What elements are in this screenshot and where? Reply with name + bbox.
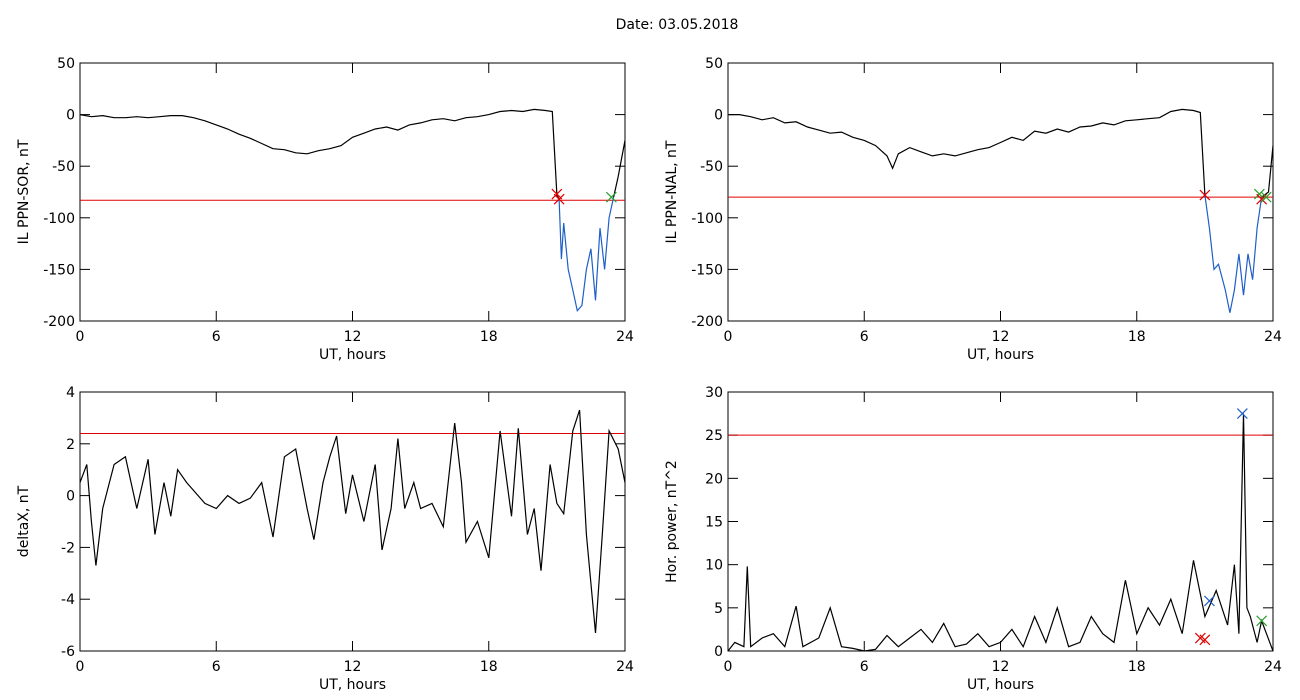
y-tick-label: 5 [714,601,723,617]
x-axis-label: UT, hours [319,347,386,363]
cross-marker [1236,408,1248,420]
y-tick-label: 0 [66,108,75,124]
plot-frame [727,62,1274,322]
plot-frame [79,391,626,652]
y-tick-label: -50 [700,159,723,175]
x-axis-label: UT, hours [319,677,386,693]
x-tick-label: 6 [860,659,869,675]
x-axis-label: UT, hours [967,677,1034,693]
y-axis-label: IL PPN-NAL, nT [664,140,680,243]
y-tick-label: -150 [691,262,723,278]
x-tick-label: 24 [1264,659,1282,675]
data-line [558,197,615,312]
x-tick-label: 6 [212,659,221,675]
x-tick-label: 0 [76,329,85,345]
y-tick-label: 50 [57,56,75,72]
x-tick-label: 18 [1128,329,1146,345]
cross-marker [605,191,617,203]
data-line [79,409,626,633]
data-line [1204,195,1263,313]
y-tick-label: -50 [52,159,75,175]
y-tick-label: -2 [61,540,75,556]
x-tick-label: 6 [860,329,869,345]
cross-marker [1199,189,1211,201]
x-tick-label: 18 [480,329,498,345]
data-line [728,108,1206,196]
x-tick-label: 18 [1128,659,1146,675]
cross-marker [1256,615,1268,627]
y-tick-label: 0 [66,489,75,505]
y-tick-label: 20 [705,471,723,487]
y-tick-label: 4 [66,385,75,401]
y-tick-label: 10 [705,558,723,574]
x-tick-label: 24 [1264,329,1282,345]
y-tick-label: 30 [705,385,723,401]
x-tick-label: 0 [724,329,733,345]
y-axis-label: deltaX, nT [16,485,32,557]
y-tick-label: -6 [61,644,75,660]
x-tick-label: 18 [480,659,498,675]
x-tick-label: 12 [344,329,362,345]
y-axis-label: Hor. power, nT^2 [664,460,680,583]
data-line [727,413,1274,652]
y-tick-label: 0 [714,108,723,124]
cross-marker [1260,191,1272,203]
y-tick-label: 50 [705,56,723,72]
data-line [613,140,626,198]
y-tick-label: 25 [705,428,723,444]
plot-frame [79,62,626,322]
x-tick-label: 12 [344,659,362,675]
x-axis-label: UT, hours [967,347,1034,363]
x-tick-label: 12 [992,329,1010,345]
data-line [79,108,560,200]
y-tick-label: 2 [66,437,75,453]
y-tick-label: -200 [43,314,75,330]
x-tick-label: 12 [992,659,1010,675]
plot-frame [727,391,1274,652]
cross-marker [1203,595,1215,607]
x-tick-label: 0 [76,659,85,675]
cross-marker [553,193,565,205]
y-tick-label: -100 [691,211,723,227]
x-tick-label: 6 [212,329,221,345]
y-axis-label: IL PPN-SOR, nT [16,139,32,244]
x-tick-label: 24 [616,659,634,675]
x-tick-label: 24 [616,329,634,345]
cross-marker [1199,634,1211,646]
y-tick-label: -4 [61,592,75,608]
x-tick-label: 0 [724,659,733,675]
y-tick-label: 15 [705,515,723,531]
y-tick-label: -150 [43,262,75,278]
y-tick-label: -100 [43,211,75,227]
y-tick-label: 0 [714,644,723,660]
figure-title: Date: 03.05.2018 [616,17,739,33]
y-tick-label: -200 [691,314,723,330]
